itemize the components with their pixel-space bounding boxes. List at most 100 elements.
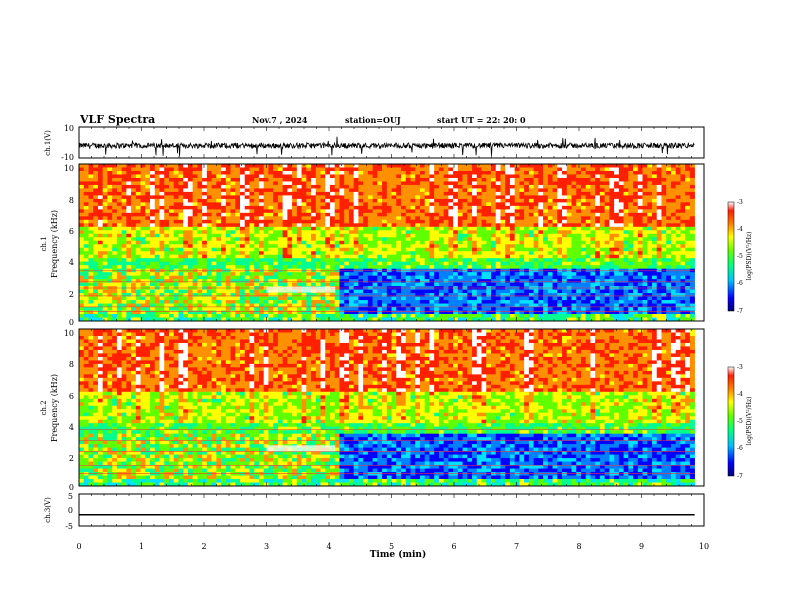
spectrogram-cell (140, 265, 146, 269)
spectrogram-cell (509, 216, 515, 221)
spectrogram-cell (339, 198, 345, 203)
spectrogram-cell (112, 212, 118, 217)
spectrogram-cell (533, 209, 539, 214)
spectrogram-cell (311, 314, 317, 318)
spectrogram-cell (254, 314, 260, 318)
spectrogram-cell (457, 184, 463, 189)
spectrogram-cell (311, 272, 317, 276)
spectrogram-cell (358, 247, 364, 252)
spectrogram-cell (187, 181, 193, 186)
spectrogram-cell (112, 303, 118, 308)
spectrogram-cell (438, 191, 444, 196)
spectrogram-cell (140, 254, 146, 259)
spectrogram-cell (509, 219, 515, 224)
spectrogram-cell (571, 219, 577, 224)
spectrogram-cell (197, 198, 203, 203)
spectrogram-cell (500, 314, 506, 318)
spectrogram-cell (216, 164, 222, 168)
spectrogram-cell (552, 282, 558, 287)
spectrogram-cell (263, 314, 269, 318)
spectrogram-cell (415, 164, 421, 168)
spectrogram-cell (240, 233, 246, 238)
spectrogram-cell (358, 195, 364, 200)
spectrogram-cell (353, 282, 359, 287)
spectrogram-cell (348, 219, 354, 224)
spectrogram-cell (500, 216, 506, 221)
spectrogram-cell (401, 164, 407, 168)
spectrogram-cell (225, 244, 231, 249)
spectrogram-cell (524, 300, 530, 304)
spectrogram-cell (277, 164, 283, 168)
spectrogram-cell (481, 188, 487, 193)
spectrogram-cell (576, 307, 582, 311)
spectrogram-cell (221, 289, 227, 294)
spectrogram-cell (168, 317, 175, 322)
spectrogram-cell (88, 226, 94, 231)
spectrogram-cell (168, 272, 175, 276)
spectrogram-cell (211, 191, 217, 196)
spectrogram-cell (140, 216, 146, 221)
spectrogram-cell (443, 223, 449, 228)
spectrogram-cell (225, 188, 231, 193)
spectrogram-cell (325, 209, 331, 214)
spectrogram-cell (135, 254, 141, 259)
spectrogram-cell (292, 233, 298, 238)
spectrogram-cell (311, 191, 317, 196)
spectrogram-cell (140, 282, 146, 287)
spectrogram-cell (543, 219, 549, 224)
spectrogram-cell (249, 300, 255, 304)
spectrogram-cell (150, 258, 156, 262)
spectrogram-cell (277, 314, 283, 318)
spectrogram-cell (292, 209, 298, 214)
spectrogram-cell (453, 296, 459, 301)
spectrogram-cell (415, 282, 421, 287)
spectrogram-cell (277, 177, 283, 182)
spectrogram-cell (491, 191, 497, 196)
spectrogram-cell (547, 272, 553, 276)
spectrogram-cell (277, 202, 283, 207)
spectrogram-cell (372, 307, 378, 311)
spectrogram-cell (481, 198, 487, 203)
spectrogram-cell (131, 300, 137, 304)
spectrogram-cell (97, 184, 103, 189)
spectrogram-cell (102, 174, 108, 179)
spectrogram-cell (386, 240, 392, 245)
spectrogram-cell (268, 195, 274, 200)
spectrogram-cell (434, 289, 440, 294)
spectrogram-cell (164, 300, 170, 304)
spectrogram-cell (126, 282, 132, 287)
spectrogram-cell (576, 191, 582, 196)
spectrogram-cell (405, 219, 411, 224)
spectrogram-cell (419, 296, 425, 301)
spectrogram-cell (476, 261, 482, 266)
spectrogram-cell (306, 251, 312, 256)
spectrogram-cell (135, 164, 141, 168)
spectrogram-cell (528, 177, 534, 182)
spectrogram-cell (481, 205, 487, 210)
spectrogram-cell (145, 289, 151, 294)
spectrogram-cell (301, 307, 307, 311)
spectrogram-cell (282, 293, 288, 297)
spectrogram-cell (580, 265, 587, 269)
spectrogram-cell (216, 240, 222, 245)
spectrogram-cell (472, 307, 478, 311)
spectrogram-cell (102, 265, 108, 269)
spectrogram-cell (519, 251, 525, 256)
spectrogram-cell (273, 184, 279, 189)
spectrogram-cell (486, 314, 492, 318)
spectrogram-cell (410, 244, 416, 249)
spectrogram-cell (457, 275, 463, 280)
spectrogram-cell (168, 265, 175, 269)
spectrogram-cell (358, 279, 364, 283)
spectrogram-cell (372, 293, 378, 297)
spectrogram-cell (178, 317, 184, 322)
spectrogram-cell (88, 202, 94, 207)
spectrogram-cell (429, 195, 435, 200)
spectrogram-cell (495, 212, 501, 217)
spectrogram-cell (500, 198, 506, 203)
spectrogram-cell (329, 310, 336, 315)
spectrogram-cell (131, 212, 137, 217)
spectrogram-cell (97, 247, 103, 252)
spectrogram-cell (292, 244, 298, 249)
spectrogram-cell (168, 293, 175, 297)
